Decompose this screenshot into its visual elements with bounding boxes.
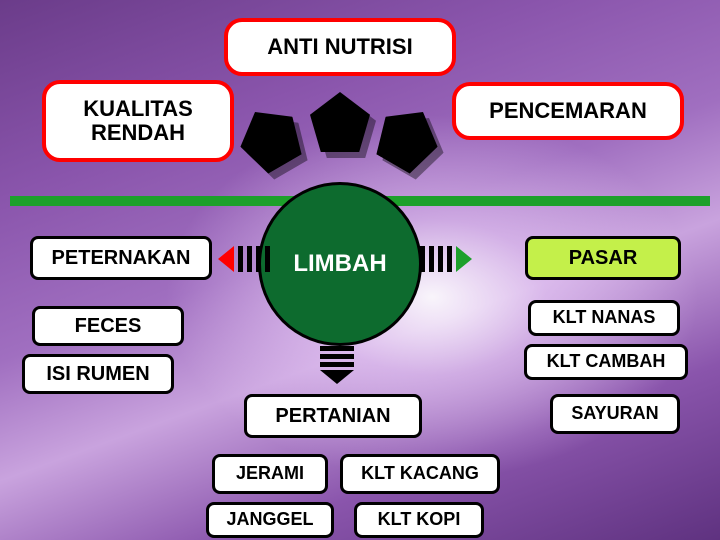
- box-label: JERAMI: [236, 464, 304, 484]
- box-label: PETERNAKAN: [52, 247, 191, 269]
- arrow-down: [320, 346, 354, 384]
- box-klt-nanas: KLT NANAS: [528, 300, 680, 336]
- box-pencemaran: PENCEMARAN: [452, 82, 684, 140]
- box-klt-cambah: KLT CAMBAH: [524, 344, 688, 380]
- box-pasar: PASAR: [525, 236, 681, 280]
- arrow-right: [420, 246, 472, 272]
- pentagon-shape-1: [310, 92, 370, 152]
- box-klt-kacang: KLT KACANG: [340, 454, 500, 494]
- box-label: PERTANIAN: [275, 405, 390, 427]
- box-isi-rumen: ISI RUMEN: [22, 354, 174, 394]
- box-label: SAYURAN: [571, 404, 658, 424]
- box-label: FECES: [75, 315, 142, 337]
- box-label: KLT KACANG: [361, 464, 479, 484]
- box-label: KUALITAS RENDAH: [83, 97, 193, 145]
- box-jerami: JERAMI: [212, 454, 328, 494]
- box-feces: FECES: [32, 306, 184, 346]
- box-label: ISI RUMEN: [46, 363, 149, 385]
- arrow-left: [218, 246, 270, 272]
- box-klt-kopi: KLT KOPI: [354, 502, 484, 538]
- box-pertanian: PERTANIAN: [244, 394, 422, 438]
- box-anti-nutrisi: ANTI NUTRISI: [224, 18, 456, 76]
- center-label: LIMBAH: [293, 250, 386, 278]
- box-sayuran: SAYURAN: [550, 394, 680, 434]
- box-label: KLT NANAS: [553, 308, 656, 328]
- box-label: ANTI NUTRISI: [267, 35, 412, 59]
- box-label: KLT KOPI: [378, 510, 461, 530]
- box-label: KLT CAMBAH: [547, 352, 666, 372]
- box-label: JANGGEL: [226, 510, 313, 530]
- box-janggel: JANGGEL: [206, 502, 334, 538]
- box-label: PENCEMARAN: [489, 99, 647, 123]
- box-label: PASAR: [569, 247, 638, 269]
- box-peternakan: PETERNAKAN: [30, 236, 212, 280]
- center-node-limbah: LIMBAH: [258, 182, 422, 346]
- box-kualitas-rendah: KUALITAS RENDAH: [42, 80, 234, 162]
